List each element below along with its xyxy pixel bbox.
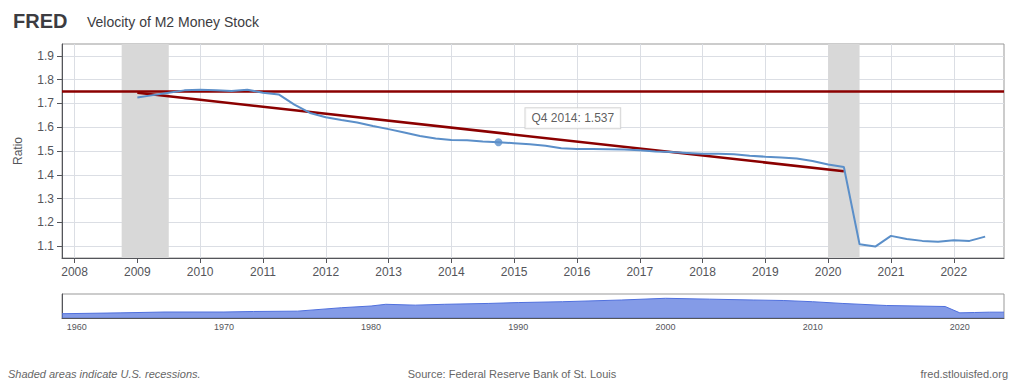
svg-text:1.2: 1.2 — [37, 215, 54, 229]
svg-text:2021: 2021 — [878, 265, 905, 279]
svg-text:2010: 2010 — [803, 322, 823, 332]
svg-text:1.6: 1.6 — [37, 120, 54, 134]
svg-text:1.9: 1.9 — [37, 49, 54, 63]
svg-text:2016: 2016 — [564, 265, 591, 279]
svg-text:2020: 2020 — [950, 322, 970, 332]
svg-text:2022: 2022 — [940, 265, 967, 279]
svg-text:1980: 1980 — [361, 322, 381, 332]
svg-text:1.5: 1.5 — [37, 144, 54, 158]
svg-text:2019: 2019 — [752, 265, 779, 279]
svg-text:2017: 2017 — [626, 265, 653, 279]
svg-text:1960: 1960 — [67, 322, 87, 332]
svg-text:1970: 1970 — [214, 322, 234, 332]
svg-text:1.1: 1.1 — [37, 239, 54, 253]
svg-text:2020: 2020 — [815, 265, 842, 279]
svg-text:2000: 2000 — [655, 322, 675, 332]
svg-text:1.8: 1.8 — [37, 73, 54, 87]
svg-text:Ratio: Ratio — [11, 137, 25, 165]
svg-text:2012: 2012 — [312, 265, 339, 279]
svg-text:Source: Federal Reserve Bank o: Source: Federal Reserve Bank of St. Loui… — [408, 368, 617, 380]
svg-text:1.4: 1.4 — [37, 168, 54, 182]
svg-text:Shaded areas indicate U.S. rec: Shaded areas indicate U.S. recessions. — [8, 368, 201, 380]
svg-text:2011: 2011 — [250, 265, 276, 279]
svg-text:Velocity of M2 Money Stock: Velocity of M2 Money Stock — [87, 14, 260, 30]
svg-text:2014: 2014 — [438, 265, 465, 279]
svg-text:2018: 2018 — [689, 265, 716, 279]
svg-text:1990: 1990 — [508, 322, 528, 332]
svg-text:2008: 2008 — [61, 265, 88, 279]
svg-text:FRED: FRED — [13, 10, 67, 32]
svg-text:2015: 2015 — [501, 265, 528, 279]
svg-text:2013: 2013 — [375, 265, 402, 279]
svg-text:1.3: 1.3 — [37, 192, 54, 206]
svg-text:2009: 2009 — [124, 265, 151, 279]
svg-text:1.7: 1.7 — [37, 96, 54, 110]
svg-text:2010: 2010 — [187, 265, 214, 279]
svg-text:Q4 2014: 1.537: Q4 2014: 1.537 — [531, 111, 614, 125]
svg-text:fred.stlouisfed.org: fred.stlouisfed.org — [921, 368, 1008, 380]
